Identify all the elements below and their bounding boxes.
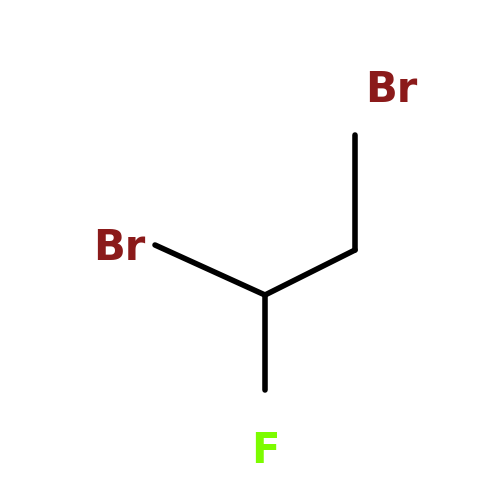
Text: Br: Br <box>93 227 145 269</box>
Text: Br: Br <box>365 69 417 111</box>
Text: F: F <box>251 430 279 472</box>
